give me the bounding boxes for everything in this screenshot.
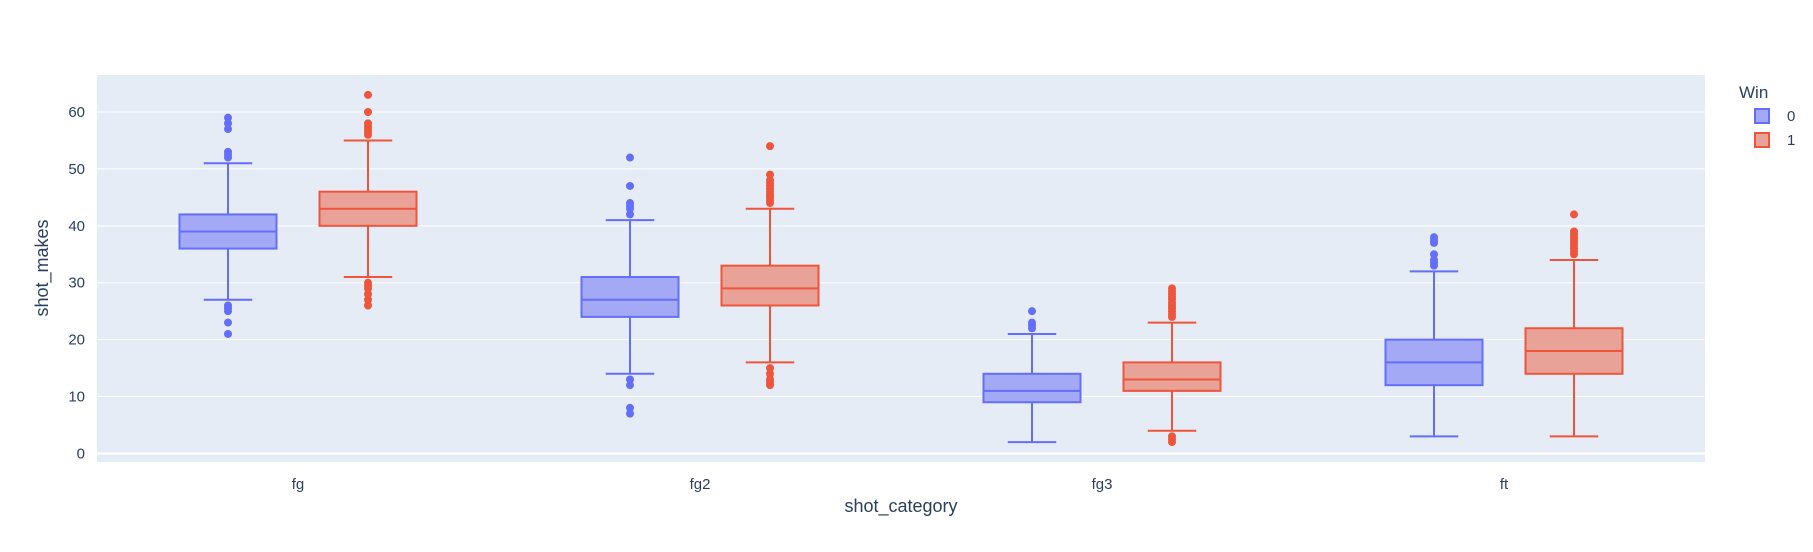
- box-fg2-win-1: [720, 142, 820, 390]
- outlier-point: [364, 295, 372, 304]
- outlier-point: [626, 381, 634, 390]
- outlier-point: [224, 125, 232, 134]
- legend-label: 1: [1787, 132, 1795, 149]
- box-ft-win-1: [1524, 210, 1624, 438]
- legend-swatch: [1754, 132, 1770, 148]
- legend-item-1[interactable]: 1: [1754, 132, 1795, 149]
- x-tick-label: fg2: [690, 476, 711, 493]
- outlier-point: [1168, 284, 1176, 293]
- outlier-point: [1570, 227, 1578, 236]
- box-iqr: [580, 276, 680, 318]
- plot-area: [97, 75, 1705, 462]
- box-ft-win-0: [1384, 233, 1484, 438]
- outlier-point: [626, 153, 634, 162]
- outlier-point: [766, 142, 774, 151]
- outlier-point: [1430, 250, 1438, 259]
- legend-title: Win: [1739, 83, 1768, 102]
- outlier-point: [224, 318, 232, 327]
- x-axis-title: shot_category: [844, 496, 957, 517]
- y-axis-title: shot_makes: [32, 219, 53, 316]
- y-tick-label: 50: [68, 161, 85, 178]
- x-axis-ticks: fg fg2 fg3 ft: [292, 476, 1509, 493]
- x-tick-label: fg: [292, 476, 305, 493]
- box-series-0: [178, 113, 1484, 444]
- outlier-point: [224, 329, 232, 338]
- outlier-point: [364, 278, 372, 287]
- y-axis-ticks: 0 10 20 30 40 50 60: [68, 104, 85, 462]
- y-tick-label: 60: [68, 104, 85, 121]
- outlier-point: [1430, 233, 1438, 242]
- x-tick-label: ft: [1500, 476, 1509, 493]
- outlier-point: [626, 210, 634, 219]
- box-fg3-win-0: [982, 307, 1082, 444]
- box-fg-win-1: [318, 90, 418, 310]
- outlier-point: [1430, 255, 1438, 264]
- outlier-point: [626, 181, 634, 190]
- box-iqr: [720, 264, 820, 307]
- box-iqr: [982, 372, 1082, 404]
- outlier-point: [766, 375, 774, 384]
- outlier-point: [224, 113, 232, 122]
- outlier-point: [626, 403, 634, 412]
- outlier-point: [626, 199, 634, 208]
- outlier-point: [364, 290, 372, 299]
- outlier-point: [224, 301, 232, 310]
- y-tick-label: 0: [77, 445, 85, 462]
- outlier-point: [766, 364, 774, 373]
- outlier-point: [626, 375, 634, 384]
- box-iqr: [1122, 361, 1222, 392]
- x-tick-label: fg3: [1092, 476, 1113, 493]
- box-fg2-win-0: [580, 153, 680, 418]
- y-tick-label: 10: [68, 389, 85, 406]
- y-tick-label: 20: [68, 332, 85, 349]
- legend-item-0[interactable]: 0: [1754, 108, 1795, 125]
- outlier-point: [364, 119, 372, 128]
- outlier-point: [1028, 307, 1036, 316]
- y-tick-label: 40: [68, 218, 85, 235]
- outlier-point: [1168, 432, 1176, 441]
- outlier-point: [766, 176, 774, 185]
- box-fg-win-0: [178, 113, 278, 338]
- legend-swatch: [1754, 108, 1770, 124]
- box-fg3-win-1: [1122, 284, 1222, 447]
- outlier-point: [364, 301, 372, 310]
- outlier-point: [224, 119, 232, 128]
- outlier-point: [224, 147, 232, 156]
- outlier-point: [1028, 318, 1036, 327]
- box-traces: [178, 90, 1624, 447]
- legend[interactable]: Win 0 1: [1739, 83, 1795, 149]
- legend-label: 0: [1787, 108, 1795, 125]
- outlier-point: [766, 170, 774, 179]
- y-tick-label: 30: [68, 275, 85, 292]
- box-series-1: [318, 90, 1624, 447]
- outlier-point: [626, 409, 634, 418]
- outlier-point: [364, 107, 372, 116]
- outlier-point: [766, 369, 774, 378]
- outlier-point: [364, 90, 372, 99]
- outlier-point: [1570, 210, 1578, 219]
